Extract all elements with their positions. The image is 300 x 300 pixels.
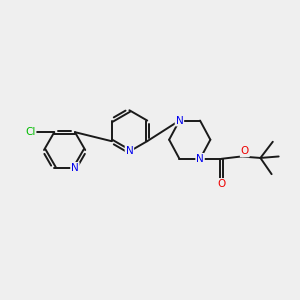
Text: O: O <box>217 179 225 189</box>
Text: N: N <box>125 146 133 157</box>
Text: Cl: Cl <box>25 127 35 136</box>
Text: N: N <box>196 154 204 164</box>
Text: O: O <box>241 146 249 157</box>
Text: N: N <box>176 116 183 126</box>
Text: N: N <box>71 163 79 173</box>
